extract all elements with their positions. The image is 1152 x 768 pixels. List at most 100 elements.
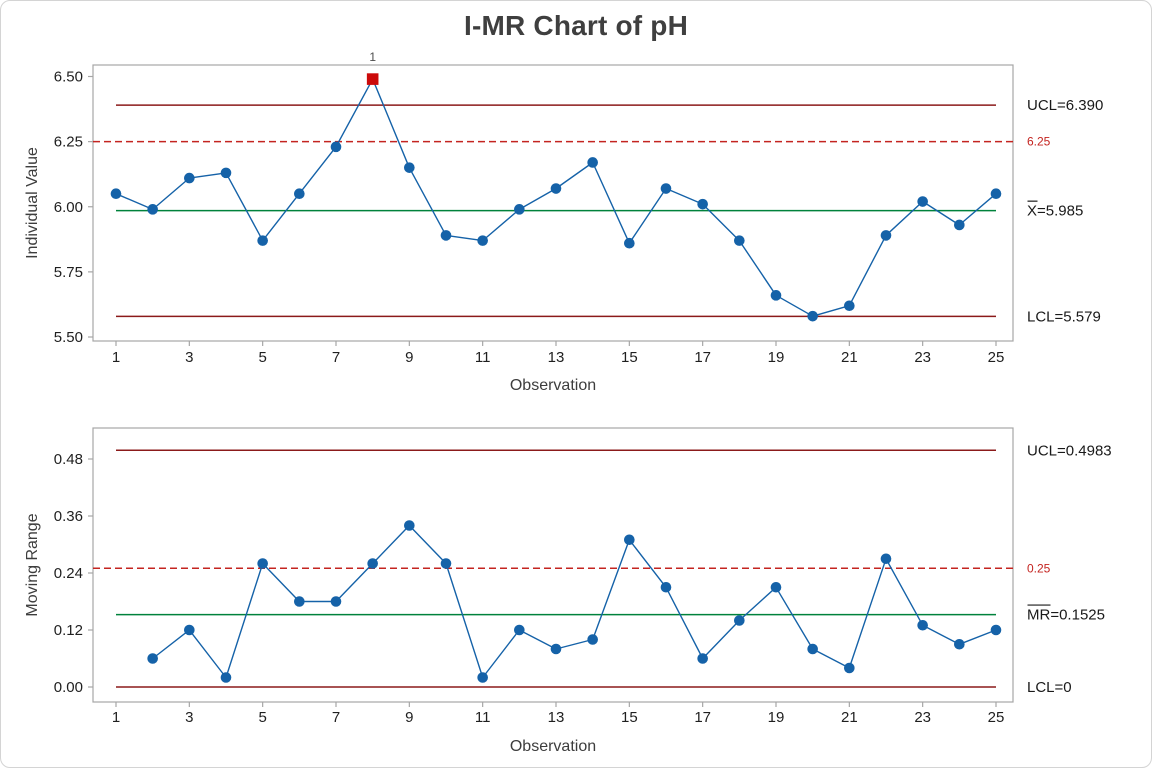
data-point[interactable]: [110, 188, 122, 200]
x-tick-label: 21: [841, 349, 858, 366]
data-point[interactable]: [990, 188, 1002, 200]
data-point[interactable]: [184, 172, 195, 184]
x-tick-label: 7: [332, 709, 340, 726]
series-line: [115, 78, 997, 317]
x-tick-label: 17: [694, 709, 711, 726]
data-point[interactable]: [734, 235, 745, 246]
ooc-flag-label: 1: [369, 50, 376, 64]
data-point[interactable]: [660, 581, 672, 593]
data-point[interactable]: [220, 167, 232, 179]
data-point[interactable]: [440, 230, 452, 241]
data-point[interactable]: [330, 596, 342, 607]
data-point[interactable]: [587, 157, 598, 168]
y-tick-label: 6.50: [54, 69, 83, 86]
data-point[interactable]: [367, 558, 378, 569]
plot-frame: [92, 64, 1014, 342]
x-tick-label: 15: [621, 349, 638, 366]
x-tick-label: 25: [988, 349, 1005, 366]
data-point[interactable]: [257, 558, 268, 569]
data-point[interactable]: [550, 183, 562, 194]
data-point[interactable]: [294, 596, 305, 607]
x-tick-label: 7: [332, 349, 340, 366]
data-point[interactable]: [770, 581, 782, 593]
y-tick-label: 6.25: [54, 134, 83, 151]
data-point[interactable]: [184, 624, 195, 636]
data-point[interactable]: [147, 204, 158, 215]
data-point[interactable]: [880, 230, 892, 241]
data-point[interactable]: [514, 624, 525, 636]
data-point[interactable]: [147, 653, 158, 664]
data-point[interactable]: [624, 237, 635, 249]
x-tick-label: 3: [185, 709, 193, 726]
y-tick-label: 0.36: [54, 508, 83, 525]
data-point[interactable]: [697, 198, 708, 210]
data-point[interactable]: [990, 624, 1002, 636]
data-point[interactable]: [770, 290, 782, 301]
data-point[interactable]: [734, 615, 745, 626]
data-point[interactable]: [697, 653, 708, 664]
data-point[interactable]: [514, 204, 525, 215]
x-tick-label: 13: [548, 709, 565, 726]
data-point[interactable]: [917, 196, 928, 207]
data-point[interactable]: [404, 520, 415, 531]
data-point[interactable]: [660, 183, 672, 194]
x-tick-label: 23: [914, 349, 931, 366]
data-point[interactable]: [807, 643, 818, 655]
data-point[interactable]: [624, 534, 635, 546]
data-point[interactable]: [844, 300, 855, 312]
x-tick-label: 1: [112, 349, 120, 366]
plot-frame: [92, 427, 1014, 703]
x-tick-label: 5: [258, 349, 266, 366]
ucl-label: UCL=0.4983: [1027, 442, 1112, 459]
x-tick-label: 19: [768, 349, 785, 366]
ooc-point[interactable]: [366, 73, 379, 85]
x-tick-label: 17: [694, 349, 711, 366]
x-tick-label: 9: [405, 349, 413, 366]
y-tick-label: 0.48: [54, 451, 83, 468]
data-point[interactable]: [294, 188, 305, 200]
x-tick-label: 25: [988, 709, 1005, 726]
lcl-label: LCL=5.579: [1027, 308, 1101, 325]
y-tick-label: 5.50: [54, 329, 83, 346]
data-point[interactable]: [330, 141, 342, 153]
x-axis-title: Observation: [510, 377, 596, 394]
x-tick-label: 13: [548, 349, 565, 366]
x-tick-label: 3: [185, 349, 193, 366]
data-point[interactable]: [844, 662, 855, 674]
y-tick-label: 5.75: [54, 264, 83, 281]
y-tick-label: 0.00: [54, 679, 83, 696]
x-tick-label: 9: [405, 709, 413, 726]
data-point[interactable]: [257, 235, 268, 246]
center-label: MR=0.1525: [1027, 607, 1105, 624]
x-tick-label: 15: [621, 709, 638, 726]
data-point[interactable]: [404, 162, 415, 173]
data-point[interactable]: [954, 219, 965, 231]
series-line: [152, 524, 997, 679]
data-point[interactable]: [477, 672, 488, 683]
lcl-label: LCL=0: [1027, 679, 1072, 696]
data-point[interactable]: [807, 310, 818, 322]
y-axis-title: Individual Value: [24, 147, 41, 259]
ucl-label: UCL=6.390: [1027, 97, 1103, 114]
x-tick-label: 11: [475, 709, 491, 726]
data-point[interactable]: [550, 643, 562, 655]
center-label: X=5.985: [1027, 203, 1083, 220]
data-point[interactable]: [477, 235, 488, 246]
data-point[interactable]: [880, 553, 892, 565]
chart-title: I-MR Chart of pH: [463, 10, 689, 41]
y-tick-label: 0.24: [54, 565, 83, 582]
spec-label: 6.25: [1027, 135, 1051, 149]
x-tick-label: 5: [258, 709, 266, 726]
data-point[interactable]: [954, 638, 965, 650]
y-axis-title: Moving Range: [24, 513, 41, 616]
data-point[interactable]: [587, 634, 598, 645]
x-axis-title: Observation: [510, 738, 596, 755]
chart-individuals: 5.505.756.006.256.501 3 5 7 9 11 13 15 17 19 21 23 2…: [24, 50, 1103, 394]
data-point[interactable]: [220, 672, 232, 683]
data-point[interactable]: [917, 619, 928, 631]
y-tick-label: 6.00: [54, 199, 83, 216]
x-tick-label: 1: [112, 709, 120, 726]
data-point[interactable]: [440, 558, 452, 569]
x-tick-label: 19: [768, 709, 785, 726]
